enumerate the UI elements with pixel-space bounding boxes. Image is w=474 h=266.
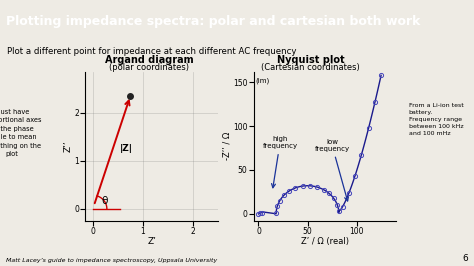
Text: high
frequency: high frequency	[263, 136, 298, 188]
Text: (polar coordinates): (polar coordinates)	[109, 63, 189, 72]
Text: From a Li-ion test
battery.
Frequency range
between 100 kHz
and 100 mHz: From a Li-ion test battery. Frequency ra…	[409, 103, 464, 136]
Text: Must have
proportional axes
for the phase
angle to mean
something on the
plot: Must have proportional axes for the phas…	[0, 109, 41, 157]
X-axis label: Z’: Z’	[147, 238, 156, 246]
Text: |Z|: |Z|	[119, 144, 133, 153]
Y-axis label: Z’’: Z’’	[64, 140, 73, 152]
Text: low
frequency: low frequency	[314, 139, 350, 201]
Text: θ: θ	[102, 196, 109, 206]
Text: Plot a different point for impedance at each different AC frequency: Plot a different point for impedance at …	[7, 47, 297, 56]
Text: Matt Lacey’s guide to impedance spectroscopy, Uppsala University: Matt Lacey’s guide to impedance spectros…	[6, 258, 217, 263]
X-axis label: Z’ / Ω (real): Z’ / Ω (real)	[301, 238, 349, 246]
Y-axis label: -Z’’ / Ω: -Z’’ / Ω	[222, 132, 231, 160]
Text: Plotting impedance spectra: polar and cartesian both work: Plotting impedance spectra: polar and ca…	[6, 15, 420, 28]
Text: 6: 6	[463, 254, 468, 263]
Text: Argand diagram: Argand diagram	[105, 55, 193, 65]
Text: (im): (im)	[255, 78, 270, 84]
Text: Nyquist plot: Nyquist plot	[277, 55, 344, 65]
Text: (Cartesian coordinates): (Cartesian coordinates)	[261, 63, 360, 72]
